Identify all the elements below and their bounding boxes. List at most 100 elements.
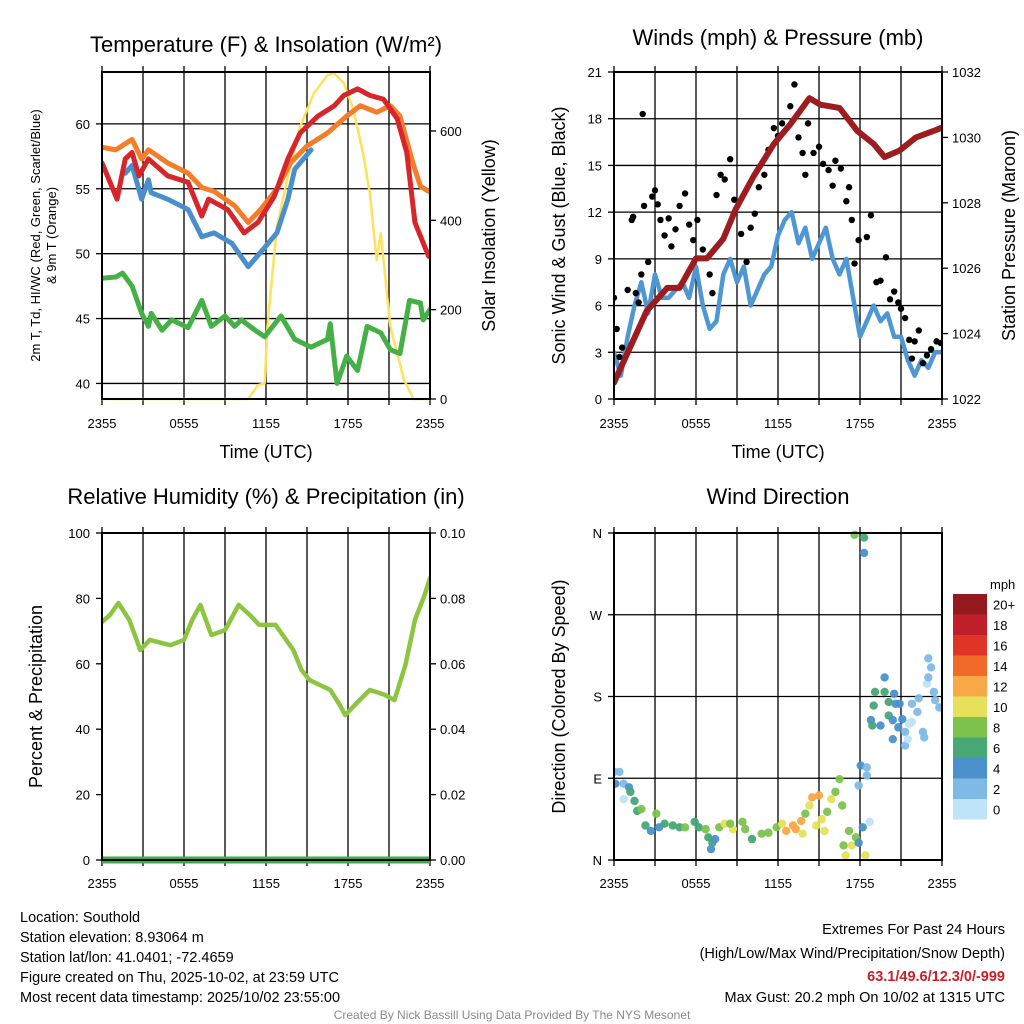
wind-direction-point [710, 834, 720, 844]
y2-tick-label: 1024 [952, 327, 981, 342]
wind-direction-point [660, 819, 669, 828]
y-tick-label: W [590, 608, 603, 623]
wind-direction-point [741, 824, 750, 834]
gust-point [845, 184, 853, 191]
x-tick-label: 1755 [846, 416, 875, 431]
wind-direction-point [903, 734, 913, 744]
y2-tick-label: 200 [440, 303, 462, 318]
wind-direction-point [895, 699, 904, 708]
wind-direction-point [641, 821, 650, 830]
x-tick-label: 2355 [88, 416, 117, 431]
wind-direction-point [914, 694, 923, 703]
plot-area [614, 530, 942, 860]
y-tick-label: 0 [595, 392, 602, 407]
chart-panel-2: Winds (mph) & Pressure (mb) 0 3 6 9 12 15 18 21 1… [549, 25, 1019, 462]
gust-point [927, 345, 935, 353]
plot-frame [101, 532, 431, 861]
y2-tick-label: 0.06 [440, 657, 465, 672]
wind-direction-point [907, 699, 917, 708]
sonic-wind-line [614, 209, 942, 378]
colorbar-label: 12 [993, 679, 1007, 694]
gust-point [911, 338, 918, 345]
y2-axis-label: Solar Insolation (Yellow) [479, 139, 499, 331]
colorbar-swatch [953, 594, 987, 615]
gust-point [737, 230, 745, 238]
y2-tick-label: 1022 [952, 392, 981, 407]
credit-line: Created By Nick Bassill Using Data Provi… [334, 1008, 691, 1022]
gust-point [829, 182, 836, 189]
x-axis-label: Time (UTC) [219, 442, 312, 462]
gust-point [676, 202, 683, 210]
footer-location: Location: Southold [20, 910, 140, 926]
gust-point [657, 216, 664, 224]
gust-point [795, 134, 802, 141]
wind-direction-point [798, 829, 807, 838]
chart-title: Relative Humidity (%) & Precipitation (i… [67, 484, 464, 509]
y-tick-label: 12 [588, 205, 602, 220]
y2-tick-label: 0.02 [440, 788, 465, 803]
wind-direction-point [823, 807, 832, 817]
wind-direction-point [764, 828, 773, 837]
gust-point [815, 143, 823, 150]
colorbar-swatch [953, 676, 987, 697]
wind-direction-point [738, 817, 747, 827]
wind-direction-point [841, 851, 850, 860]
y2-tick-label: 0.10 [440, 526, 465, 541]
wind-direction-point [630, 796, 639, 806]
gust-point [908, 355, 916, 362]
max-gust: Max Gust: 20.2 mph On 10/02 at 1315 UTC [725, 990, 1005, 1006]
wind-direction-point [637, 804, 646, 814]
gust-point [802, 171, 809, 178]
wind-direction-point [894, 723, 903, 732]
wind-direction-point [859, 533, 869, 542]
colorbar-label: 8 [993, 720, 1000, 735]
chart-title: Winds (mph) & Pressure (mb) [633, 25, 924, 50]
station-pressure-line [614, 95, 942, 386]
x-tick-label: 2355 [88, 876, 117, 891]
gust-point [640, 202, 648, 210]
gust-point [614, 325, 620, 333]
x-tick-label: 0555 [170, 416, 199, 431]
x-tick-label: 1755 [334, 416, 363, 431]
footer-latlon: Station lat/lon: 41.0401; -72.4659 [20, 950, 234, 966]
wind-direction-point [870, 687, 880, 697]
gust-point [819, 160, 827, 168]
gust-point [690, 236, 697, 244]
gust-point [837, 165, 845, 172]
gust-point [901, 314, 909, 322]
wind-direction-point [619, 794, 628, 804]
wind-direction-point [747, 834, 757, 844]
wind-direction-point [777, 819, 787, 828]
x-tick-label: 2355 [928, 876, 957, 891]
footer-created: Figure created on Thu, 2025-10-02, at 23… [20, 970, 339, 986]
wind-direction-point [725, 819, 735, 828]
gust-point [665, 215, 672, 222]
wind-direction-point [782, 826, 791, 836]
gust-point [639, 110, 646, 118]
gust-point [919, 359, 927, 367]
wind-direction-point [626, 787, 635, 797]
plot-area [102, 72, 430, 401]
colorbar-swatch [953, 635, 987, 656]
extremes-values: 63.1/49.6/12.3/0/-999 [867, 969, 1005, 985]
colorbar-label: 18 [993, 618, 1007, 633]
y-tick-label: 0 [83, 853, 90, 868]
wind-direction-point [854, 781, 863, 790]
gust-point [895, 299, 902, 306]
colorbar-swatch [953, 655, 987, 676]
wind-direction-point [838, 801, 847, 810]
x-tick-label: 1155 [764, 876, 792, 891]
gust-point [791, 81, 798, 88]
gust-point [694, 216, 701, 224]
y2-tick-label: 0.00 [440, 853, 465, 868]
x-tick-label: 2355 [416, 416, 445, 431]
x-tick-label: 1755 [334, 876, 363, 891]
wind-direction-point [850, 530, 859, 540]
y-tick-label: 55 [76, 182, 90, 197]
wind-direction-point [884, 697, 893, 707]
gust-point [915, 327, 922, 334]
x-tick-label: 1755 [846, 876, 875, 891]
y2-tick-label: 1030 [952, 130, 981, 145]
y-axis-label: & 9m T (Orange) [44, 187, 59, 284]
wind-direction-point [930, 695, 940, 705]
